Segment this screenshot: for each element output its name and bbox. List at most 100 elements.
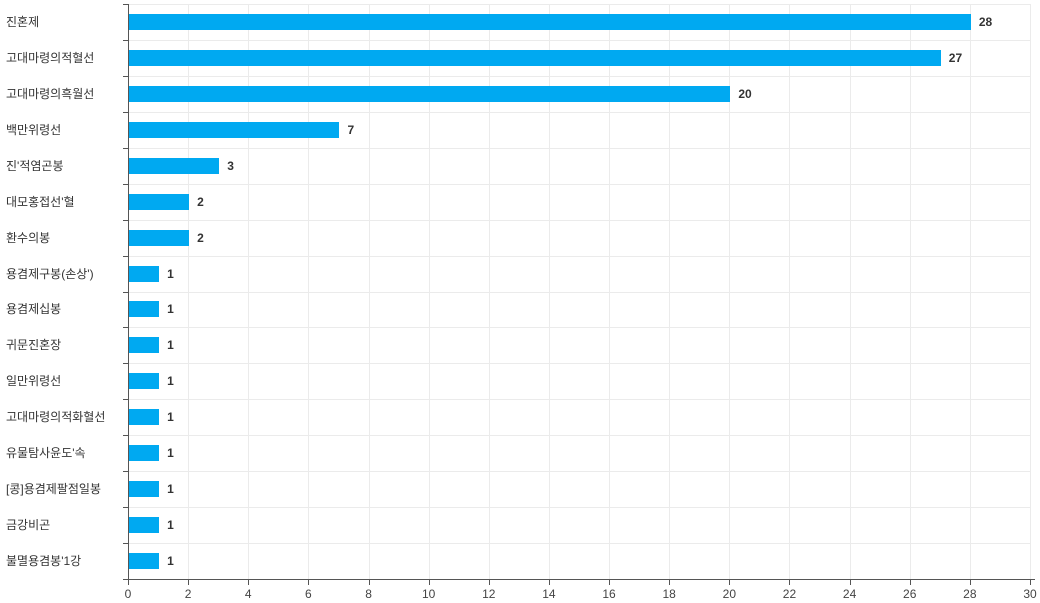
horizontal-gridline: [129, 507, 1031, 509]
y-axis-tick: [123, 579, 128, 580]
x-tick-label: 20: [722, 587, 737, 601]
y-axis-tick: [123, 471, 128, 473]
y-axis-tick: [123, 75, 128, 77]
horizontal-gridline: [129, 39, 1031, 41]
x-axis-tick: [188, 580, 190, 585]
bar-value-label: 1: [167, 302, 174, 317]
y-axis-tick: [123, 363, 128, 365]
bar[interactable]: [129, 301, 160, 318]
bar[interactable]: [129, 13, 971, 30]
category-label: 고대마령의적화혈선: [6, 410, 106, 425]
horizontal-gridline: [129, 435, 1031, 437]
y-axis-tick: [123, 255, 128, 257]
x-tick-label: 8: [365, 587, 372, 601]
category-label: 금강비곤: [6, 518, 51, 533]
category-label: 대모홍접선'혈: [6, 194, 75, 209]
x-tick-label: 28: [963, 587, 977, 601]
category-label: 진혼제: [6, 14, 40, 29]
x-axis-tick: [488, 580, 490, 585]
bar-value-label: 28: [978, 14, 993, 29]
y-axis-tick: [123, 111, 128, 113]
x-axis-tick: [548, 580, 550, 585]
x-tick-label: 10: [421, 587, 436, 601]
bar-value-label: 1: [167, 554, 174, 569]
x-axis-tick: [308, 580, 310, 585]
bar-value-label: 2: [197, 194, 204, 209]
bar-value-label: 1: [167, 518, 174, 533]
horizontal-gridline: [129, 471, 1031, 473]
bar-value-label: 2: [197, 230, 204, 245]
x-axis-tick: [128, 580, 129, 585]
x-tick-label: 16: [602, 587, 616, 601]
y-axis-tick: [123, 435, 128, 437]
category-label: 환수의봉: [6, 230, 51, 245]
horizontal-gridline: [129, 399, 1031, 401]
x-axis-tick: [969, 580, 971, 585]
category-label: 용겸제구봉(손상'): [6, 266, 94, 281]
horizontal-gridline: [129, 255, 1031, 257]
x-axis-tick: [609, 580, 611, 585]
y-axis-line: [128, 4, 129, 580]
category-label: 귀문진혼장: [6, 338, 62, 353]
x-tick-label: 18: [662, 587, 676, 601]
bar[interactable]: [129, 85, 731, 102]
bar[interactable]: [129, 409, 160, 426]
category-label: 고대마령의적혈선: [6, 50, 95, 65]
y-axis-tick: [123, 219, 128, 221]
bar-value-label: 3: [227, 158, 234, 173]
y-axis-tick: [123, 543, 128, 545]
bar[interactable]: [129, 265, 160, 282]
bar[interactable]: [129, 49, 941, 66]
bar[interactable]: [129, 481, 160, 498]
category-label: 용겸제십봉: [6, 302, 62, 317]
category-label: [콩]용겸제팔점일봉: [6, 482, 101, 497]
horizontal-gridline: [129, 543, 1031, 545]
y-axis-tick: [123, 327, 128, 329]
horizontal-gridline: [129, 75, 1031, 77]
x-axis-tick: [248, 580, 250, 585]
horizontal-gridline: [129, 147, 1031, 149]
bar-value-label: 27: [948, 50, 963, 65]
horizontal-gridline: [129, 4, 1031, 5]
bar-value-label: 20: [738, 86, 752, 101]
x-axis-line: [128, 579, 1035, 580]
bar[interactable]: [129, 373, 160, 390]
x-tick-label: 26: [903, 587, 917, 601]
y-axis-tick: [123, 183, 128, 185]
horizontal-gridline: [129, 291, 1031, 293]
x-tick-label: 24: [842, 587, 857, 601]
bar[interactable]: [129, 553, 160, 570]
bar-value-label: 1: [167, 410, 174, 425]
category-label: 불멸용겸봉'1강: [6, 554, 82, 569]
x-axis-tick: [909, 580, 911, 585]
x-tick-label: 4: [244, 587, 252, 601]
bar-value-label: 1: [167, 482, 174, 497]
bar[interactable]: [129, 517, 160, 534]
y-axis-tick: [123, 4, 128, 5]
bar[interactable]: [129, 445, 160, 462]
bar[interactable]: [129, 157, 220, 174]
horizontal-gridline: [129, 219, 1031, 221]
bar[interactable]: [129, 337, 160, 354]
bar[interactable]: [129, 229, 190, 246]
horizontal-gridline: [129, 111, 1031, 113]
x-axis-tick: [669, 580, 671, 585]
bar-value-label: 1: [167, 374, 174, 389]
x-tick-label: 6: [305, 587, 312, 601]
y-axis-tick: [123, 399, 128, 401]
bar[interactable]: [129, 193, 190, 210]
bar-value-label: 1: [167, 446, 174, 461]
y-axis-tick: [123, 39, 128, 41]
y-axis-tick: [123, 507, 128, 509]
x-axis-tick: [428, 580, 430, 585]
x-tick-label: 14: [542, 587, 556, 601]
bar-value-label: 1: [167, 266, 174, 281]
category-label: 고대마령의흑월선: [6, 86, 95, 101]
bar[interactable]: [129, 121, 340, 138]
bar-value-label: 7: [347, 122, 355, 137]
x-axis-tick: [1030, 580, 1031, 585]
x-axis-tick: [729, 580, 731, 585]
horizontal-gridline: [129, 363, 1031, 365]
category-label: 진'적염곤봉: [6, 158, 64, 173]
